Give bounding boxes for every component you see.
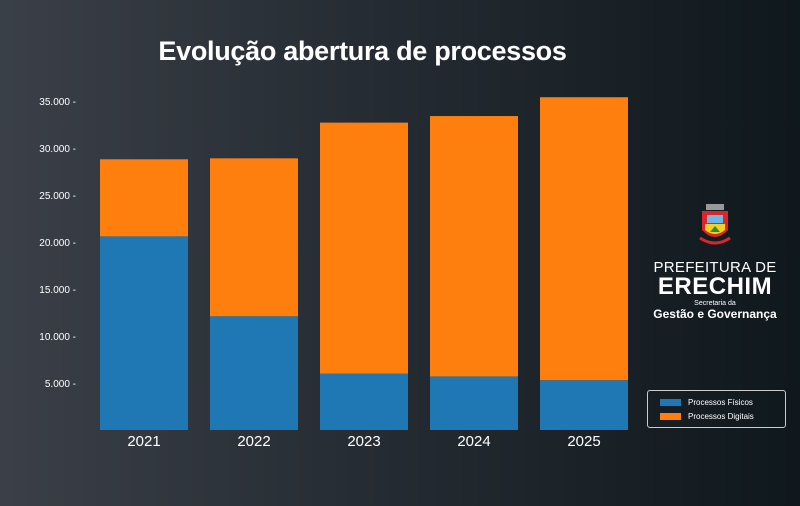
x-tick-label: 2021: [127, 433, 160, 450]
legend-swatch: [660, 398, 681, 406]
y-tick-label: 10.000 -: [39, 332, 76, 343]
bar-digitais-2023: [320, 122, 408, 374]
legend-label: Processos Físicos: [688, 397, 753, 407]
logo-line3: Secretaria da: [694, 300, 736, 307]
y-tick-label: 5.000 -: [45, 379, 76, 390]
bar-digitais-2025: [540, 97, 628, 381]
y-tick-label: 25.000 -: [39, 191, 76, 202]
bar-fisicos-2025: [540, 380, 628, 430]
y-tick-label: 35.000 -: [39, 97, 76, 108]
logo-line2: ERECHIM: [657, 273, 773, 300]
coat-of-arms-icon: [699, 204, 731, 245]
legend: Processos Físicos Processos Digitais: [647, 390, 786, 428]
bar-digitais-2024: [430, 116, 518, 377]
bar-fisicos-2021: [100, 236, 188, 430]
chart-title: Evolução abertura de processos: [158, 36, 567, 66]
x-tick-label: 2023: [347, 433, 380, 450]
legend-item-digitais: Processos Digitais: [660, 409, 785, 423]
bar-fisicos-2023: [320, 373, 408, 430]
legend-label: Processos Digitais: [688, 411, 754, 421]
prefeitura-logo: PREFEITURA DE ERECHIM Secretaria da Gest…: [640, 204, 790, 321]
bar-digitais-2021: [100, 159, 188, 237]
y-tick-label: 15.000 -: [39, 285, 76, 296]
y-tick-label: 30.000 -: [39, 144, 76, 155]
bar-digitais-2022: [210, 158, 298, 317]
x-tick-label: 2022: [237, 433, 270, 450]
legend-swatch: [660, 412, 681, 420]
y-tick-label: 20.000 -: [39, 238, 76, 249]
logo-line4: Gestão e Governança: [653, 307, 777, 321]
legend-item-fisicos: Processos Físicos: [660, 395, 785, 409]
bar-fisicos-2024: [430, 376, 518, 430]
logo-line1: PREFEITURA DE: [653, 259, 777, 276]
bar-fisicos-2022: [210, 316, 298, 430]
x-tick-label: 2024: [457, 433, 490, 450]
x-tick-label: 2025: [567, 433, 600, 450]
